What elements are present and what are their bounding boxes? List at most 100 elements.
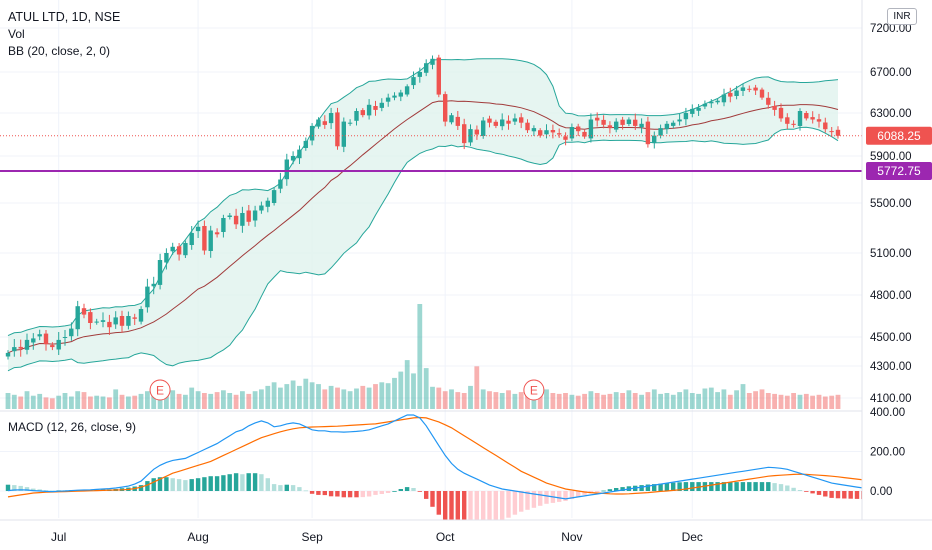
candle: [785, 113, 790, 130]
volume-bar: [816, 394, 822, 409]
candle-body: [164, 253, 169, 263]
macd-histogram-bar: [259, 474, 264, 491]
candle: [766, 92, 771, 109]
macd-histogram-bar: [443, 491, 448, 522]
candle-body: [202, 226, 207, 251]
candle: [392, 92, 397, 101]
volume-bar: [430, 386, 435, 409]
candle: [259, 201, 264, 214]
candle: [614, 118, 619, 133]
candle: [411, 71, 416, 89]
candle-body: [328, 113, 334, 124]
macd-histogram-bar: [531, 491, 537, 508]
currency-badge[interactable]: INR: [887, 8, 917, 25]
candle-body: [633, 119, 638, 126]
candle: [265, 197, 270, 213]
earnings-label: E: [156, 384, 164, 398]
candle-body: [607, 125, 613, 129]
candle: [671, 120, 676, 129]
candle: [829, 127, 834, 137]
candle: [835, 126, 841, 139]
candle-body: [69, 328, 74, 337]
candle: [164, 248, 169, 270]
macd-histogram-bar: [322, 491, 327, 496]
candle: [335, 107, 340, 150]
candle-body: [278, 179, 283, 189]
candle-body: [626, 119, 632, 124]
macd-histogram-bar: [728, 482, 733, 491]
volume-bar: [670, 394, 676, 409]
volume-bar: [208, 393, 214, 409]
candle: [424, 59, 429, 77]
candle-body: [645, 121, 651, 145]
volume-bar: [164, 392, 169, 409]
macd-histogram-bar: [810, 491, 815, 494]
volume-bar: [689, 393, 695, 409]
macd-histogram-bar: [766, 482, 771, 491]
candle-body: [138, 309, 144, 322]
volume-bar: [328, 385, 334, 409]
earnings-label: E: [530, 384, 538, 398]
candle-body: [462, 124, 467, 144]
macd-histogram-bar: [785, 485, 790, 491]
candle: [607, 121, 613, 134]
candle: [328, 107, 334, 130]
macd-line: [7, 414, 877, 500]
price-tick-label: 4500.00: [870, 332, 912, 344]
volume-bar: [88, 396, 93, 409]
candle-body: [341, 121, 346, 147]
macd-histogram-bar: [595, 491, 600, 492]
candle-body: [233, 215, 239, 225]
candle-body: [56, 339, 61, 350]
volume-bar: [639, 394, 644, 409]
macd-histogram-bar: [804, 491, 809, 492]
volume-bar: [601, 394, 606, 409]
candle-body: [677, 119, 682, 122]
macd-histogram-bar: [360, 491, 365, 498]
volume-bar: [645, 392, 651, 409]
candle: [734, 85, 739, 100]
volume-bar: [49, 398, 55, 409]
volume-bar: [183, 394, 188, 409]
candle-body: [550, 130, 556, 133]
macd-histogram-bar: [430, 491, 435, 507]
volume-bar: [151, 389, 157, 409]
candle: [309, 123, 315, 146]
candle-body: [208, 230, 213, 251]
macd-histogram-bar: [816, 491, 822, 495]
candle-body: [157, 260, 163, 285]
macd-histogram-bar: [164, 477, 169, 491]
candle: [246, 205, 251, 226]
candle-body: [417, 72, 422, 77]
volume-bar: [423, 368, 429, 409]
macd-histogram-bar: [614, 488, 619, 491]
candle-body: [481, 120, 486, 136]
macd-histogram-bar: [721, 482, 727, 491]
candle-body: [126, 316, 131, 326]
macd-histogram-bar: [252, 473, 258, 491]
candle-body: [62, 337, 68, 338]
volume-bar: [518, 392, 524, 409]
volume-bar: [94, 395, 100, 409]
horizontal-level[interactable]: [0, 135, 862, 172]
candle: [816, 113, 822, 128]
macd-histogram-bar: [664, 483, 670, 491]
candle: [404, 84, 410, 97]
macd-histogram-bar: [449, 491, 454, 527]
volume-bar: [335, 387, 340, 409]
volume-bar: [784, 395, 790, 409]
volume-bar: [202, 393, 207, 409]
candle-body: [132, 317, 137, 319]
volume-bar: [487, 391, 492, 409]
macd-histogram-bar: [214, 476, 220, 491]
macd-histogram-bar: [759, 482, 765, 491]
level-badge: [866, 161, 932, 180]
macd-histogram-bar: [278, 485, 283, 491]
volume-bar: [455, 392, 461, 409]
time-tick-label: Dec: [682, 530, 703, 544]
volume-bar: [157, 393, 163, 409]
candle: [519, 113, 524, 129]
